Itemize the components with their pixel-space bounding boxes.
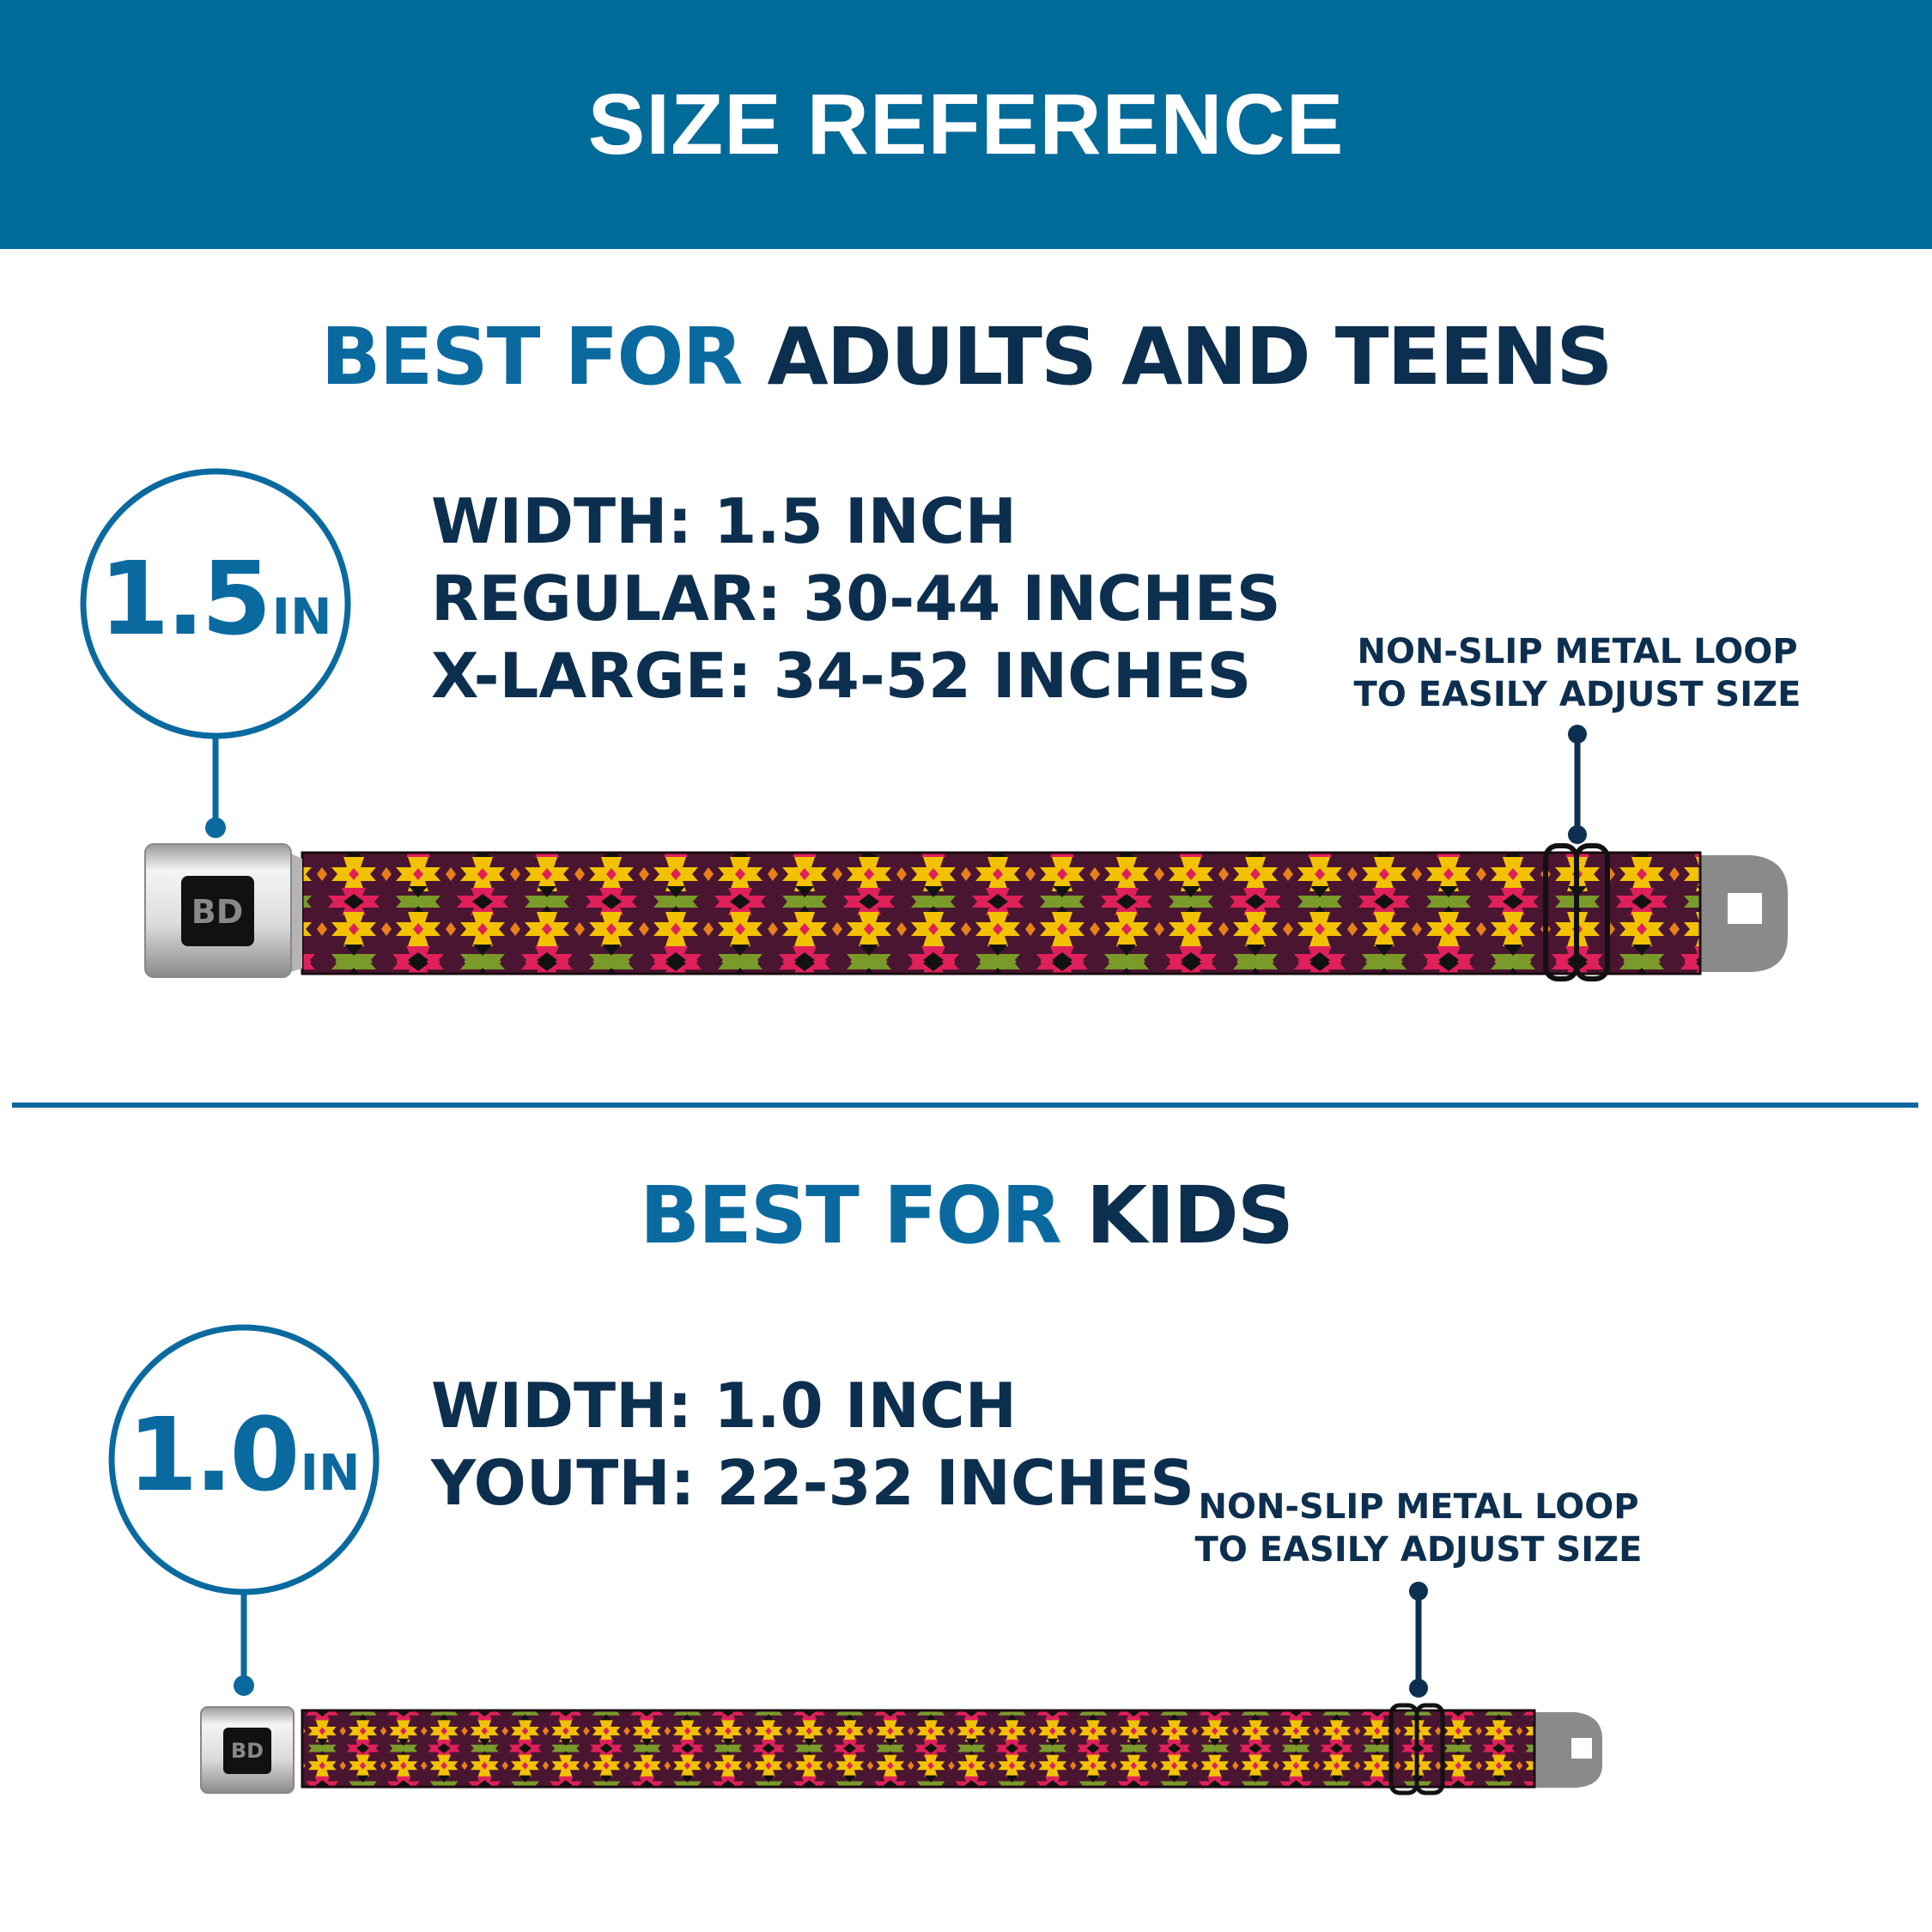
- spec-line: REGULAR: 30-44 INCHES: [431, 562, 1281, 635]
- title-main: KIDS: [1085, 1170, 1294, 1261]
- note-line: NON-SLIP METAL LOOP: [1357, 632, 1798, 671]
- adult-width-label: 1.5 IN: [83, 539, 348, 658]
- kids-section-title: BEST FOR KIDS: [0, 1170, 1932, 1261]
- width-value: 1.5: [99, 539, 271, 658]
- kids-width-label: 1.0 IN: [112, 1395, 376, 1514]
- adult-loop-pointer: [1568, 725, 1587, 844]
- width-unit: IN: [300, 1443, 361, 1502]
- title-main: ADULTS AND TEENS: [767, 311, 1613, 403]
- adult-belt: BD: [144, 843, 1788, 981]
- width-unit: IN: [271, 587, 332, 646]
- adult-strap: [301, 851, 1702, 975]
- spec-line: WIDTH: 1.5 INCH: [431, 485, 1017, 557]
- width-value: 1.0: [127, 1395, 300, 1514]
- kids-belt: BD: [200, 1703, 1602, 1795]
- kids-loop-pointer: [1409, 1582, 1428, 1698]
- adult-width-badge: [80, 468, 351, 838]
- spec-line: YOUTH: 22-32 INCHES: [431, 1447, 1194, 1519]
- page-title: SIZE REFERENCE: [587, 76, 1345, 173]
- title-prefix: BEST FOR: [320, 311, 744, 403]
- svg-text:BD: BD: [231, 1739, 264, 1763]
- section-divider: [12, 1103, 1918, 1108]
- adult-specs: WIDTH: 1.5 INCH REGULAR: 30-44 INCHES X-…: [431, 483, 1281, 714]
- title-prefix: BEST FOR: [639, 1170, 1062, 1261]
- header-banner: SIZE REFERENCE: [0, 0, 1932, 249]
- kids-width-badge: [108, 1324, 380, 1696]
- note-line: TO EASILY ADJUST SIZE: [1194, 1530, 1643, 1570]
- kids-strap: [301, 1709, 1536, 1789]
- note-line: TO EASILY ADJUST SIZE: [1353, 675, 1801, 714]
- spec-line: X-LARGE: 34-52 INCHES: [431, 640, 1252, 712]
- svg-text:BD: BD: [191, 893, 244, 931]
- note-line: NON-SLIP METAL LOOP: [1198, 1487, 1639, 1527]
- kids-loop-note: NON-SLIP METAL LOOP TO EASILY ADJUST SIZ…: [1161, 1485, 1676, 1571]
- spec-line: WIDTH: 1.0 INCH: [431, 1370, 1017, 1442]
- adult-loop-note: NON-SLIP METAL LOOP TO EASILY ADJUST SIZ…: [1320, 630, 1835, 716]
- adults-section-title: BEST FOR ADULTS AND TEENS: [0, 311, 1932, 403]
- kids-specs: WIDTH: 1.0 INCH YOUTH: 22-32 INCHES: [431, 1367, 1194, 1522]
